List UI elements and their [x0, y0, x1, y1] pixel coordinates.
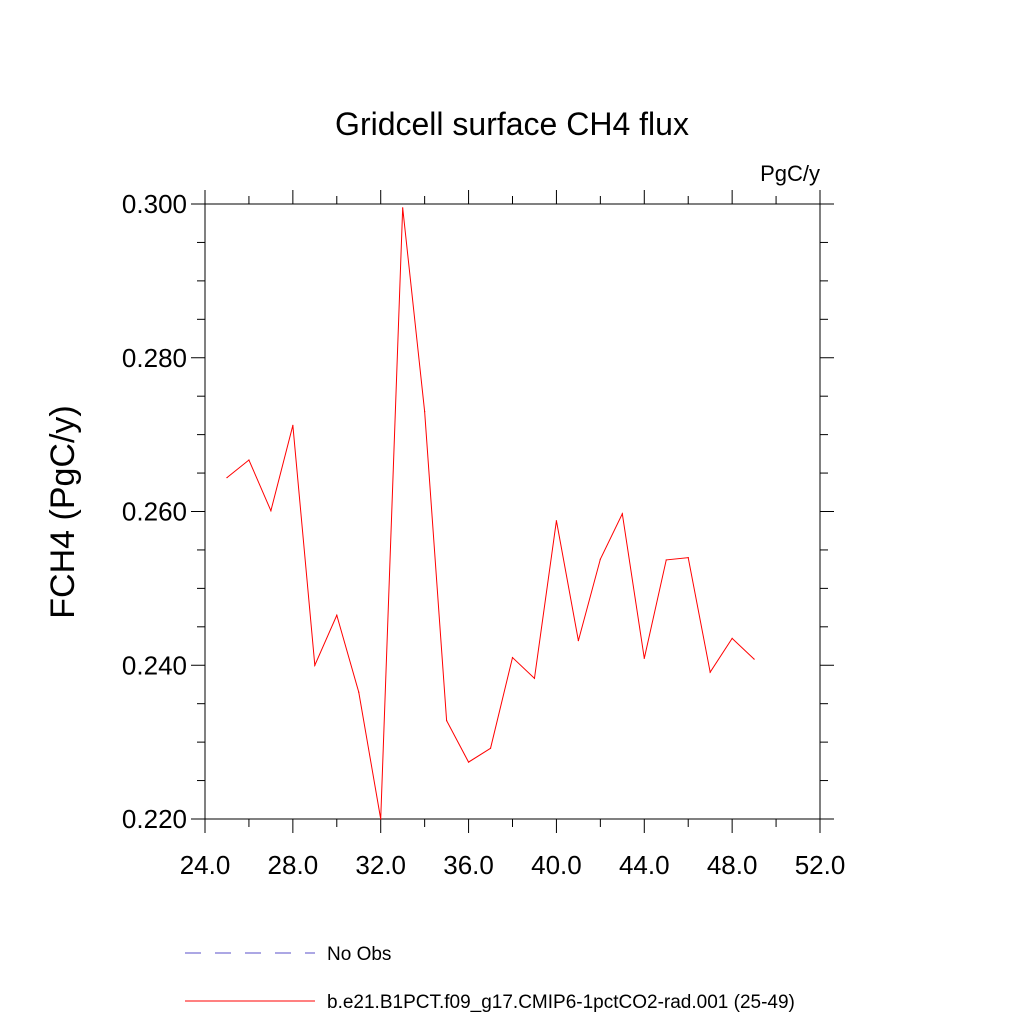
x-tick-label: 44.0 [619, 850, 670, 880]
y-tick-label: 0.260 [122, 497, 187, 527]
data-point [599, 558, 601, 560]
x-tick-label: 36.0 [443, 850, 494, 880]
legend-label-model: b.e21.B1PCT.f09_g17.CMIP6-1pctCO2-rad.00… [327, 992, 795, 1013]
plot-frame [204, 203, 821, 820]
x-tick-label: 40.0 [531, 850, 582, 880]
data-point [665, 559, 667, 561]
data-point [248, 459, 250, 461]
legend-label-no-obs: No Obs [327, 944, 391, 965]
x-tick-label: 52.0 [795, 850, 846, 880]
data-point [467, 761, 470, 763]
y-tick-label: 0.300 [122, 189, 187, 219]
data-point [709, 671, 711, 673]
x-ticks: 24.0 28.0 32.0 36.0 40.0 44.0 48.0 52.0 [180, 190, 846, 880]
data-point [753, 658, 755, 660]
x-tick-label: 48.0 [707, 850, 758, 880]
y-ticks: 0.220 0.240 0.260 0.280 0.300 [122, 189, 834, 834]
data-point [489, 747, 492, 749]
data-point [731, 637, 733, 639]
data-point [226, 477, 228, 479]
data-point [292, 424, 294, 426]
y-tick-label: 0.240 [122, 650, 187, 680]
data-point [424, 410, 426, 413]
data-point [511, 656, 514, 659]
data-point [336, 614, 338, 616]
data-point [621, 513, 623, 515]
data-point [270, 510, 272, 512]
x-tick-label: 32.0 [355, 850, 406, 880]
data-point [446, 720, 448, 722]
series-layer [226, 207, 755, 820]
y-tick-label: 0.280 [122, 343, 187, 373]
y-axis-label: FCH4 (PgC/y) [44, 405, 82, 618]
data-point [687, 557, 689, 559]
data-point [314, 664, 316, 666]
chart-title: Gridcell surface CH4 flux [335, 106, 689, 142]
plot-border [204, 203, 821, 820]
data-point [533, 677, 536, 679]
data-point [643, 657, 645, 659]
data-point [555, 520, 558, 522]
units-label: PgC/y [760, 161, 820, 186]
data-point [380, 818, 382, 820]
x-tick-label: 28.0 [268, 850, 319, 880]
y-tick-label: 0.220 [122, 804, 187, 834]
x-tick-label: 24.0 [180, 850, 231, 880]
data-point [402, 207, 404, 209]
series-line-1 [226, 207, 755, 820]
data-point [358, 691, 360, 693]
data-point [577, 640, 579, 642]
legend: No Obs b.e21.B1PCT.f09_g17.CMIP6-1pctCO2… [185, 944, 795, 1013]
